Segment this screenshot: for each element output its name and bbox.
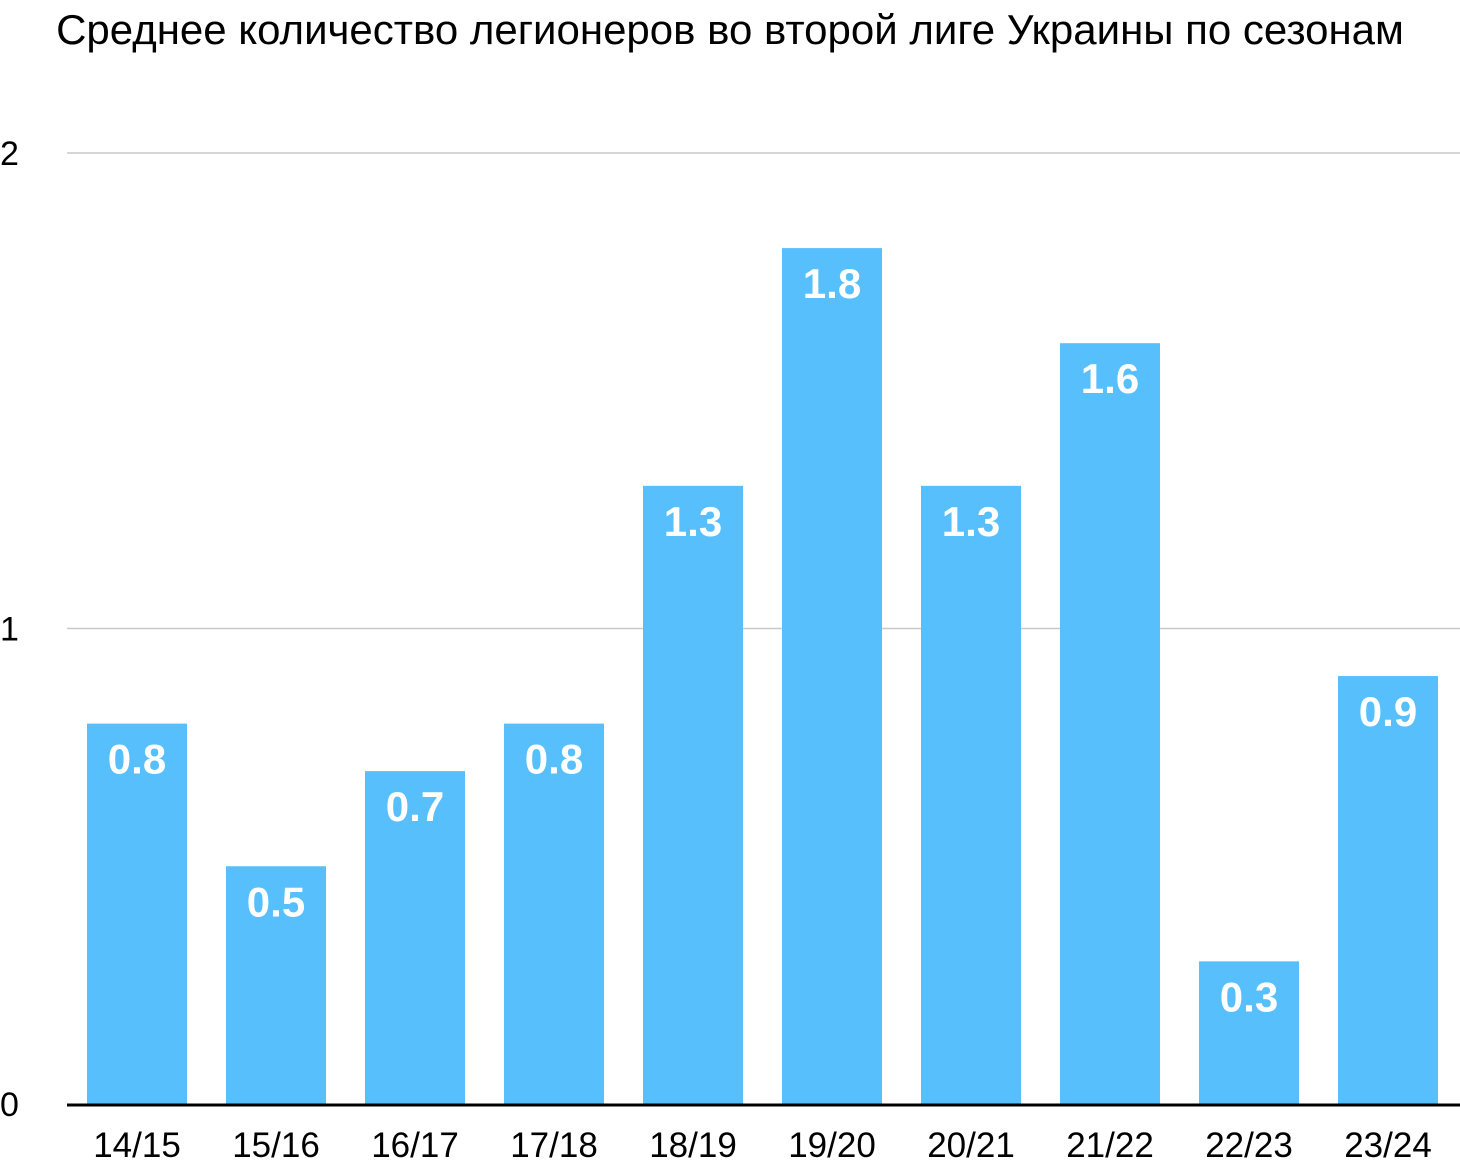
x-tick-label: 17/18: [510, 1126, 598, 1165]
bar: [921, 485, 1021, 1105]
bar: [1338, 676, 1438, 1104]
gridlines: [67, 152, 1460, 630]
x-tick-label: 14/15: [93, 1126, 181, 1165]
bar: [1199, 961, 1299, 1104]
bar-value-label: 0.9: [1359, 688, 1417, 735]
x-tick-label: 22/23: [1205, 1126, 1293, 1165]
bar: [87, 723, 187, 1104]
y-tick-label: 0: [0, 1086, 19, 1124]
bar-value-labels: 0.8 0.5 0.7 0.8 1.3 1.8 1.3 1.6 0.3 0.9: [108, 260, 1417, 1020]
bar-value-label: 1.8: [803, 260, 861, 307]
bars: [87, 248, 1438, 1105]
bar: [1060, 343, 1160, 1104]
x-tick-label: 16/17: [371, 1126, 459, 1165]
x-tick-label: 23/24: [1344, 1126, 1432, 1165]
y-axis-ticks: 0 1 2: [0, 135, 19, 1124]
bar-value-label: 0.8: [525, 736, 583, 783]
x-tick-label: 15/16: [232, 1126, 320, 1165]
x-tick-label: 20/21: [927, 1126, 1015, 1165]
bar-value-label: 1.3: [942, 498, 1000, 545]
bar-value-label: 0.3: [1220, 973, 1278, 1020]
bar-value-label: 0.7: [386, 783, 444, 830]
bar-value-label: 1.3: [664, 498, 722, 545]
bar-value-label: 0.8: [108, 736, 166, 783]
chart-title: Среднее количество легионеров во второй …: [56, 6, 1404, 53]
bar: [643, 485, 743, 1105]
x-tick-label: 21/22: [1066, 1126, 1154, 1165]
y-tick-label: 1: [0, 611, 19, 649]
bar: [504, 723, 604, 1104]
bar: [226, 866, 326, 1104]
x-tick-label: 18/19: [649, 1126, 737, 1165]
x-tick-label: 19/20: [788, 1126, 876, 1165]
bar-value-label: 0.5: [247, 878, 305, 925]
y-tick-label: 2: [0, 135, 19, 173]
x-axis-ticks: 14/15 15/16 16/17 17/18 18/19 19/20 20/21 21/22…: [93, 1126, 1432, 1165]
bar-value-label: 1.6: [1081, 355, 1139, 402]
bar: [782, 248, 882, 1105]
bar: [365, 771, 465, 1104]
